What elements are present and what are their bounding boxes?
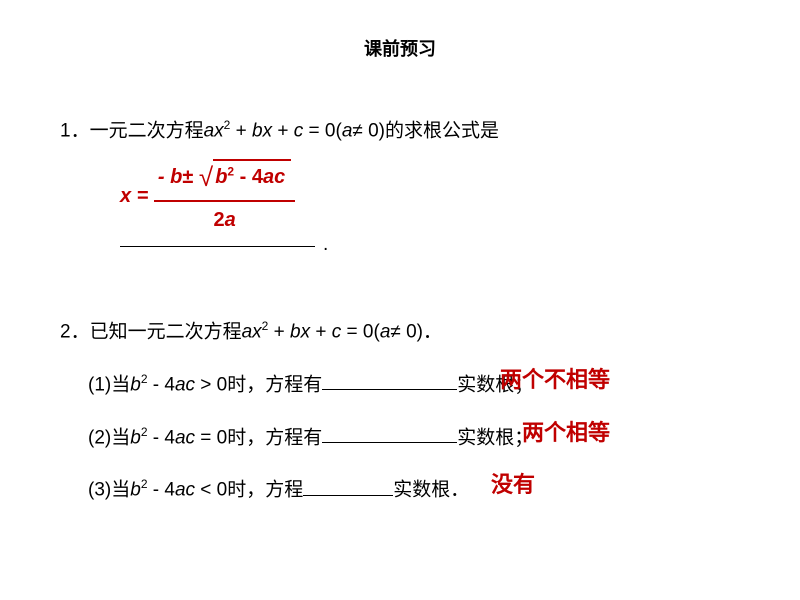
q2-plus1: + <box>268 321 290 342</box>
question-2: 2．已知一元二次方程ax2 + bx + c = 0(a≠ 0)． <box>60 317 740 348</box>
q1-x2: x <box>263 120 273 141</box>
q2-x2: x <box>301 321 311 342</box>
sub1-sup: 2 <box>141 372 148 386</box>
formula-area: x = - b± √b2 - 4ac 2a <box>120 157 740 242</box>
sub1-ac: ac <box>175 374 195 395</box>
formula-pm: ± <box>182 166 193 188</box>
sub3-minus4: - 4 <box>148 480 175 501</box>
q1-ne: ≠ 0)的求根公式是 <box>352 120 499 141</box>
q1-c: c <box>294 120 304 141</box>
sub2-sup: 2 <box>141 425 148 439</box>
q2-a2: a <box>380 321 391 342</box>
q1-text-before: 一元二次方程 <box>90 120 204 141</box>
sub3-cond: < 0时，方程 <box>195 480 303 501</box>
formula-ac: ac <box>263 166 285 188</box>
sub1-prefix: (1)当 <box>88 374 130 395</box>
slide-content: 1．一元二次方程ax2 + bx + c = 0(a≠ 0)的求根公式是 x =… <box>0 61 800 506</box>
q2-x: x <box>252 321 262 342</box>
sub3-blank <box>303 494 393 496</box>
sub1-cond: > 0时，方程有 <box>195 374 322 395</box>
q1-a: a <box>204 120 215 141</box>
sub2-prefix: (2)当 <box>88 427 130 448</box>
sub3-sup: 2 <box>141 477 148 491</box>
sub2-b: b <box>130 427 141 448</box>
q2-a: a <box>242 321 253 342</box>
q1-eq: = 0( <box>303 120 342 141</box>
formula-x-eq: x = <box>120 185 154 207</box>
sub3-suffix: 实数根． <box>393 480 469 501</box>
formula-den-a: a <box>225 209 236 231</box>
q2-number: 2． <box>60 321 90 342</box>
q1-b: b <box>252 120 263 141</box>
sub1-blank <box>322 388 457 390</box>
formula-den-2: 2 <box>213 209 224 231</box>
formula-neg-b: - b <box>158 166 182 188</box>
formula-sqrt: √b2 - 4ac <box>199 157 291 199</box>
q2-c: c <box>332 321 342 342</box>
q1-period: . <box>323 234 328 255</box>
formula-sqrt-content: b2 - 4ac <box>213 159 291 193</box>
formula-fraction: - b± √b2 - 4ac 2a <box>154 157 295 237</box>
sub-question-2: 两个相等 (2)当b2 - 4ac = 0时，方程有实数根； <box>88 423 740 454</box>
sub1-minus4: - 4 <box>148 374 175 395</box>
q1-number: 1． <box>60 120 90 141</box>
sub3-ac: ac <box>175 480 195 501</box>
radical-icon: √ <box>199 162 213 192</box>
sub3-prefix: (3)当 <box>88 480 130 501</box>
q2-text-before: 已知一元二次方程 <box>90 321 242 342</box>
q2-b: b <box>290 321 301 342</box>
slide-title: 课前预习 <box>0 0 800 61</box>
answer-3: 没有 <box>491 467 535 502</box>
sub2-minus4: - 4 <box>148 427 175 448</box>
sub-question-3: 没有 (3)当b2 - 4ac < 0时，方程实数根． <box>88 475 740 506</box>
formula-b2: b <box>215 166 227 188</box>
sub2-ac: ac <box>175 427 195 448</box>
q1-a2: a <box>342 120 353 141</box>
q1-plus1: + <box>230 120 252 141</box>
quadratic-formula: x = - b± √b2 - 4ac 2a <box>120 157 295 237</box>
formula-numerator: - b± √b2 - 4ac <box>154 157 295 201</box>
question-1: 1．一元二次方程ax2 + bx + c = 0(a≠ 0)的求根公式是 <box>60 116 740 147</box>
formula-denominator: 2a <box>154 200 295 236</box>
q1-plus2: + <box>272 120 294 141</box>
q1-x: x <box>214 120 224 141</box>
sub3-b: b <box>130 480 141 501</box>
q1-blank <box>120 245 315 247</box>
sub1-b: b <box>130 374 141 395</box>
sub-question-1: 两个不相等 (1)当b2 - 4ac > 0时，方程有实数根； <box>88 370 740 401</box>
q2-ne: ≠ 0)． <box>390 321 442 342</box>
answer-2: 两个相等 <box>522 415 610 450</box>
sub2-blank <box>322 441 457 443</box>
q1-blank-row: . <box>60 242 740 272</box>
q2-plus2: + <box>310 321 332 342</box>
q2-eq: = 0( <box>341 321 380 342</box>
formula-minus: - 4 <box>234 166 263 188</box>
answer-1: 两个不相等 <box>500 362 610 397</box>
sub2-cond: = 0时，方程有 <box>195 427 322 448</box>
